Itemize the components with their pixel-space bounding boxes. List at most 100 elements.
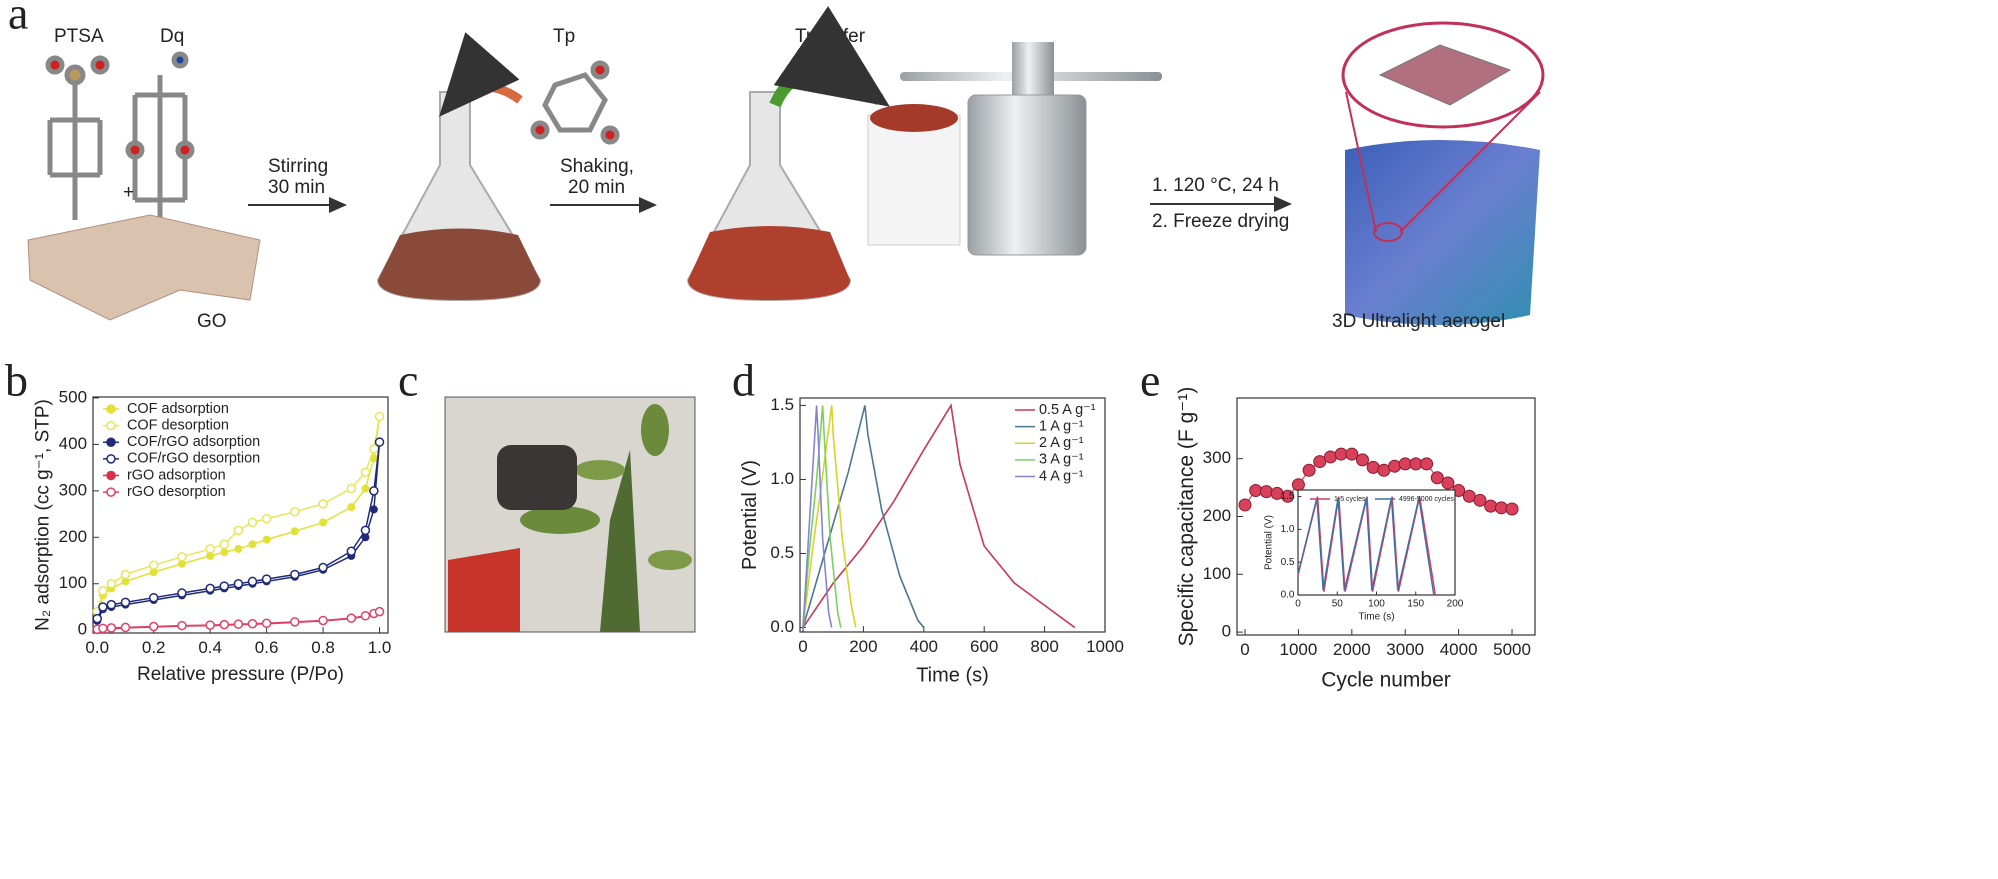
label: 1. 120 °C, 24 h bbox=[1152, 175, 1279, 196]
x-axis-label: Time (s) bbox=[1358, 612, 1394, 623]
x-tick-label: 0.4 bbox=[198, 638, 222, 657]
legend-label: COF/rGO adsorption bbox=[127, 434, 260, 450]
marker bbox=[1249, 483, 1263, 497]
marker bbox=[206, 551, 215, 560]
x-tick-label: 2000 bbox=[1333, 640, 1371, 659]
aerogel bbox=[1345, 140, 1540, 325]
legend-label: COF/rGO desorption bbox=[127, 451, 260, 467]
marker bbox=[1366, 460, 1380, 474]
marker bbox=[374, 606, 385, 617]
legend-marker bbox=[106, 404, 116, 414]
y-tick-label: 1.0 bbox=[1281, 524, 1295, 535]
y-tick-label: 400 bbox=[59, 434, 87, 453]
legend-label: rGO desorption bbox=[127, 484, 226, 500]
legend-marker bbox=[106, 437, 116, 447]
x-tick-label: 150 bbox=[1407, 599, 1424, 610]
x-tick-label: 200 bbox=[849, 637, 877, 656]
marker bbox=[1302, 463, 1316, 477]
marker bbox=[120, 622, 131, 633]
plot-frame bbox=[92, 396, 389, 634]
marker bbox=[177, 588, 187, 598]
marker bbox=[318, 499, 328, 509]
liner-top bbox=[870, 104, 958, 132]
marker bbox=[1323, 450, 1337, 464]
liner bbox=[867, 114, 961, 246]
y-tick-label: 1.5 bbox=[770, 395, 794, 414]
marker bbox=[219, 581, 230, 591]
marker bbox=[261, 574, 272, 584]
label: 3D Ultralight aerogel bbox=[1332, 311, 1505, 332]
legend-label: 4 A g⁻¹ bbox=[1039, 468, 1084, 484]
panel-label: d bbox=[732, 355, 755, 406]
panel-label: b bbox=[5, 355, 28, 406]
label: Tp bbox=[553, 26, 575, 47]
flask-content bbox=[688, 226, 850, 300]
marker bbox=[1484, 499, 1498, 513]
marker bbox=[247, 576, 258, 587]
marker bbox=[346, 546, 357, 556]
marker bbox=[106, 599, 117, 610]
marker bbox=[360, 611, 371, 621]
marker bbox=[1291, 478, 1305, 492]
marker bbox=[248, 540, 257, 549]
x-tick-label: 0.6 bbox=[255, 638, 279, 657]
marker bbox=[205, 544, 215, 554]
marker bbox=[120, 597, 131, 608]
marker bbox=[1281, 489, 1295, 503]
label: PTSA bbox=[54, 26, 104, 47]
marker bbox=[98, 602, 108, 612]
label: 30 min bbox=[268, 177, 325, 198]
marker bbox=[318, 615, 328, 626]
marker bbox=[92, 613, 102, 624]
marker bbox=[369, 505, 378, 514]
plot-frame bbox=[1297, 489, 1456, 596]
autoclave-cap bbox=[1012, 42, 1054, 97]
marker bbox=[374, 411, 385, 422]
marker bbox=[1345, 447, 1359, 461]
x-tick-label: 3000 bbox=[1386, 640, 1424, 659]
marker bbox=[262, 535, 271, 544]
marker bbox=[360, 525, 371, 536]
panel-label: e bbox=[1140, 355, 1160, 406]
marker bbox=[261, 513, 272, 524]
y-axis-label: N₂ adsorption (cc g⁻¹, STP) bbox=[33, 399, 54, 631]
legend-label: 1 A g⁻¹ bbox=[1039, 418, 1084, 434]
y-tick-label: 0.0 bbox=[1281, 590, 1295, 601]
marker bbox=[290, 569, 300, 580]
y-tick-label: 200 bbox=[1203, 506, 1231, 525]
marker bbox=[346, 483, 357, 494]
flask-content bbox=[378, 228, 540, 300]
marker bbox=[220, 548, 229, 557]
label: 2. Freeze drying bbox=[1152, 211, 1289, 232]
panel-label: a bbox=[8, 0, 28, 39]
marker bbox=[121, 577, 130, 586]
x-tick-label: 0.0 bbox=[85, 638, 109, 657]
plot-frame bbox=[799, 397, 1106, 633]
x-tick-label: 600 bbox=[970, 637, 998, 656]
marker bbox=[369, 486, 379, 496]
marker bbox=[177, 559, 186, 568]
marker bbox=[1441, 476, 1455, 490]
y-tick-label: 1.0 bbox=[770, 469, 794, 488]
label: GO bbox=[197, 311, 227, 332]
marker bbox=[290, 527, 299, 536]
marker bbox=[1313, 455, 1327, 469]
marker bbox=[290, 506, 300, 517]
legend-label: 4996-5000 cycles bbox=[1399, 496, 1454, 503]
marker bbox=[177, 552, 187, 562]
series-line bbox=[802, 405, 857, 628]
y-tick-label: 0.5 bbox=[770, 543, 794, 562]
series-line bbox=[1297, 497, 1435, 596]
x-tick-label: 5000 bbox=[1493, 640, 1531, 659]
marker bbox=[347, 503, 356, 512]
y-axis-label: Specific capacitance (F g⁻¹) bbox=[1175, 387, 1198, 647]
marker bbox=[261, 618, 272, 628]
marker bbox=[374, 437, 385, 447]
marker bbox=[233, 579, 244, 589]
marker bbox=[219, 539, 230, 550]
marker bbox=[318, 562, 328, 573]
x-axis-label: Relative pressure (P/Po) bbox=[137, 664, 344, 685]
marker bbox=[149, 568, 158, 577]
marker bbox=[234, 544, 243, 553]
legend-label: COF adsorption bbox=[127, 401, 229, 417]
